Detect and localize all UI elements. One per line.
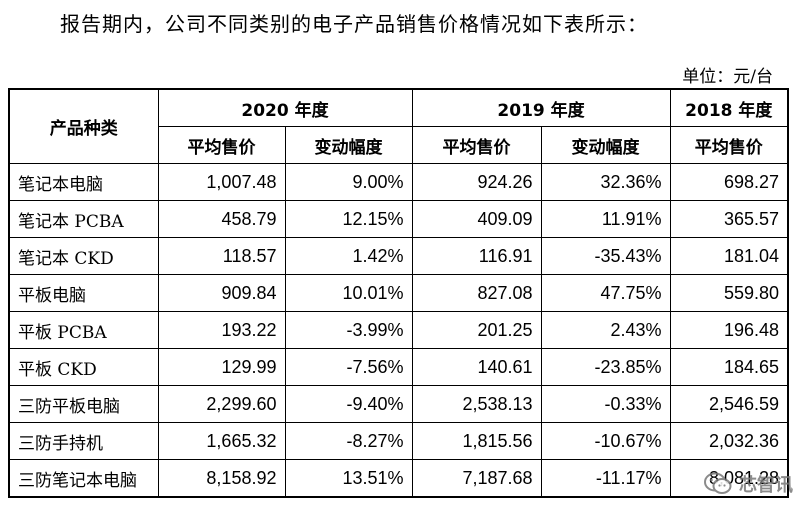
avg-price-2018-cell: 196.48: [669, 311, 789, 349]
change-2020-cell: -8.27%: [284, 422, 413, 460]
change-header-2020: 变动幅度: [284, 126, 413, 164]
avg-price-2019-cell: 116.91: [411, 237, 542, 275]
table-row: 三防平板电脑 2,299.60 -9.40% 2,538.13 -0.33% 2,546.…: [8, 385, 789, 423]
year-header-row: 产品种类 2020 年度 2019 年度 2018 年度: [8, 88, 789, 164]
year-header-2020: 2020 年度: [157, 88, 413, 127]
change-2020-cell: -3.99%: [284, 311, 413, 349]
change-2019-cell: 32.36%: [540, 163, 671, 201]
avg-price-2019-cell: 827.08: [411, 274, 542, 312]
avg-price-2020-cell: 8,158.92: [157, 459, 286, 498]
table-row: 平板 PCBA 193.22 -3.99% 201.25 2.43% 196.48: [8, 311, 789, 349]
unit-label: 单位：元/台: [682, 67, 773, 87]
intro-text: 报告期内，公司不同类别的电子产品销售价格情况如下表所示：: [60, 12, 648, 36]
avg-price-header-2019: 平均售价: [411, 126, 542, 164]
avg-price-2020-cell: 1,007.48: [157, 163, 286, 201]
change-2019-cell: 2.43%: [540, 311, 671, 349]
product-name-cell: 三防手持机: [8, 422, 159, 460]
category-header: 产品种类: [8, 88, 159, 164]
change-2020-cell: -7.56%: [284, 348, 413, 386]
avg-price-2020-cell: 193.22: [157, 311, 286, 349]
avg-price-2020-cell: 118.57: [157, 237, 286, 275]
avg-price-2018-cell: 365.57: [669, 200, 789, 238]
table-row: 笔记本 CKD 118.57 1.42% 116.91 -35.43% 181.04: [8, 237, 789, 275]
avg-price-2020-cell: 1,665.32: [157, 422, 286, 460]
avg-price-2018-cell: 698.27: [669, 163, 789, 201]
avg-price-2019-cell: 7,187.68: [411, 459, 542, 498]
avg-price-2020-cell: 458.79: [157, 200, 286, 238]
change-2019-cell: -0.33%: [540, 385, 671, 423]
product-name-cell: 笔记本 PCBA: [8, 200, 159, 238]
change-2020-cell: 12.15%: [284, 200, 413, 238]
avg-price-2019-cell: 2,538.13: [411, 385, 542, 423]
avg-price-2019-cell: 1,815.56: [411, 422, 542, 460]
product-name-cell: 三防笔记本电脑: [8, 459, 159, 498]
product-name-cell: 平板 PCBA: [8, 311, 159, 349]
table-body: 笔记本电脑 1,007.48 9.00% 924.26 32.36% 698.27 笔记本 …: [8, 163, 789, 498]
change-2019-cell: -23.85%: [540, 348, 671, 386]
product-name-cell: 笔记本 CKD: [8, 237, 159, 275]
change-2020-cell: 1.42%: [284, 237, 413, 275]
table-row: 三防笔记本电脑 8,158.92 13.51% 7,187.68 -11.17% 8,08…: [8, 459, 789, 498]
change-2019-cell: -35.43%: [540, 237, 671, 275]
avg-price-header-2018: 平均售价: [669, 126, 789, 164]
change-2019-cell: 47.75%: [540, 274, 671, 312]
avg-price-2019-cell: 924.26: [411, 163, 542, 201]
avg-price-2020-cell: 909.84: [157, 274, 286, 312]
avg-price-2018-cell: 2,032.36: [669, 422, 789, 460]
table-row: 笔记本电脑 1,007.48 9.00% 924.26 32.36% 698.27: [8, 163, 789, 201]
table-row: 三防手持机 1,665.32 -8.27% 1,815.56 -10.67% 2,032.…: [8, 422, 789, 460]
change-2020-cell: -9.40%: [284, 385, 413, 423]
product-name-cell: 三防平板电脑: [8, 385, 159, 423]
change-2019-cell: 11.91%: [540, 200, 671, 238]
product-name-cell: 平板电脑: [8, 274, 159, 312]
change-2020-cell: 9.00%: [284, 163, 413, 201]
avg-price-2020-cell: 2,299.60: [157, 385, 286, 423]
change-2019-cell: -11.17%: [540, 459, 671, 498]
avg-price-2018-cell: 2,546.59: [669, 385, 789, 423]
year-header-2018: 2018 年度: [669, 88, 789, 127]
avg-price-header-2020: 平均售价: [157, 126, 286, 164]
product-name-cell: 笔记本电脑: [8, 163, 159, 201]
avg-price-2018-cell: 181.04: [669, 237, 789, 275]
watermark-text: 芯智讯: [739, 475, 793, 496]
table-row: 平板 CKD 129.99 -7.56% 140.61 -23.85% 184.65: [8, 348, 789, 386]
avg-price-2019-cell: 140.61: [411, 348, 542, 386]
avg-price-2019-cell: 409.09: [411, 200, 542, 238]
change-2020-cell: 13.51%: [284, 459, 413, 498]
sub-header-row: 平均售价 变动幅度 平均售价 变动幅度 平均售价: [9, 126, 789, 164]
table-row: 笔记本 PCBA 458.79 12.15% 409.09 11.91% 365.57: [8, 200, 789, 238]
wechat-icon: [703, 471, 733, 497]
price-table: 产品种类 2020 年度 2019 年度 2018 年度 平均售价 变动幅度 平…: [8, 88, 790, 498]
watermark: 芯智讯: [703, 471, 793, 497]
avg-price-2020-cell: 129.99: [157, 348, 286, 386]
change-header-2019: 变动幅度: [540, 126, 671, 164]
change-2019-cell: -10.67%: [540, 422, 671, 460]
avg-price-2018-cell: 559.80: [669, 274, 789, 312]
avg-price-2018-cell: 184.65: [669, 348, 789, 386]
product-name-cell: 平板 CKD: [8, 348, 159, 386]
table-row: 平板电脑 909.84 10.01% 827.08 47.75% 559.80: [8, 274, 789, 312]
avg-price-2019-cell: 201.25: [411, 311, 542, 349]
year-header-2019: 2019 年度: [411, 88, 671, 127]
change-2020-cell: 10.01%: [284, 274, 413, 312]
